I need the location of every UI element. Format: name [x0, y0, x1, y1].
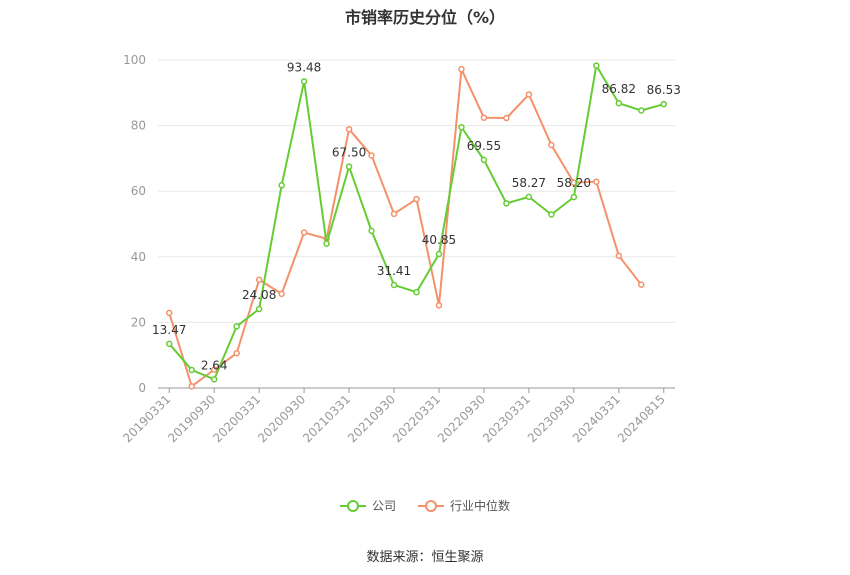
data-point-company [323, 240, 330, 247]
y-tick-label: 20 [131, 315, 146, 329]
data-point-industry [638, 281, 645, 288]
legend-label-industry: 行业中位数 [450, 499, 511, 513]
data-label: 67.50 [332, 146, 366, 160]
legend-swatch-company [339, 499, 366, 513]
data-point-industry [165, 309, 173, 317]
data-point-company [435, 250, 443, 258]
data-label: 86.53 [647, 83, 681, 97]
data-point-company [525, 193, 533, 201]
data-point-company [345, 163, 353, 170]
y-tick-label: 100 [123, 53, 146, 67]
x-tick-label: 20220331 [390, 392, 443, 445]
chart-title: 市销率历史分位（%） [344, 8, 506, 27]
y-tick-label: 80 [131, 119, 146, 133]
legend-swatch-industry [418, 499, 444, 513]
data-point-company [165, 340, 173, 348]
x-tick-label: 20240331 [570, 392, 623, 445]
data-label: 69.55 [467, 139, 501, 153]
data-label: 40.85 [422, 233, 456, 247]
x-tick-label: 20200930 [255, 392, 308, 445]
x-tick-label: 20210331 [300, 392, 353, 445]
data-point-industry [188, 383, 195, 390]
data-point-industry [593, 178, 600, 185]
data-label: 13.47 [152, 323, 186, 337]
data-point-company [413, 288, 420, 296]
data-point-industry [480, 114, 488, 121]
x-tick-label: 20230331 [480, 392, 533, 445]
x-tick-label: 20220930 [435, 392, 488, 445]
x-tick-label: 20240815 [615, 392, 668, 445]
legend-label-company: 公司 [371, 499, 396, 513]
data-point-company [300, 78, 308, 85]
legend-item-company[interactable]: 公司 [339, 497, 396, 514]
data-source: 数据来源：恒生聚源 [366, 550, 484, 565]
data-point-industry [525, 91, 533, 98]
data-point-company [503, 200, 510, 207]
data-point-industry [255, 276, 263, 284]
data-label: 93.48 [287, 60, 321, 74]
data-label: 31.41 [377, 264, 411, 278]
data-point-industry [233, 349, 240, 357]
data-point-company [188, 366, 195, 374]
data-point-company [458, 123, 465, 131]
data-point-company [368, 227, 375, 235]
x-tick-label: 20230930 [525, 392, 578, 445]
data-point-industry [345, 125, 353, 133]
data-point-industry [615, 252, 623, 260]
legend-item-industry[interactable]: 行业中位数 [418, 497, 510, 514]
x-tick-label: 20190331 [120, 392, 173, 445]
data-point-company [593, 62, 600, 69]
data-point-industry [278, 290, 285, 298]
data-point-company [660, 100, 668, 108]
data-label: 24.08 [242, 288, 276, 302]
data-label: 58.20 [557, 176, 591, 190]
x-tick-label: 20210930 [345, 392, 398, 445]
data-point-company [210, 376, 218, 383]
data-point-company [278, 182, 285, 189]
y-tick-label: 0 [138, 381, 146, 395]
data-point-industry [368, 152, 375, 159]
data-label: 86.82 [602, 82, 636, 96]
data-point-industry [435, 302, 443, 309]
y-tick-label: 40 [131, 250, 146, 264]
data-point-industry [210, 366, 218, 373]
x-tick-label: 20190930 [165, 392, 218, 445]
data-point-industry [413, 195, 420, 203]
legend: 公司 行业中位数 [0, 497, 850, 514]
data-point-industry [458, 65, 465, 73]
data-point-company [570, 193, 578, 201]
data-point-industry [548, 141, 555, 149]
data-point-company [638, 107, 645, 114]
data-label: 2.64 [201, 358, 228, 372]
data-point-company [548, 211, 555, 218]
y-tick-label: 60 [131, 184, 146, 198]
series-line-industry [168, 68, 643, 388]
data-point-company [255, 305, 263, 313]
data-point-industry [300, 229, 308, 236]
data-point-industry [390, 210, 398, 218]
x-tick-label: 20200331 [210, 392, 263, 445]
data-point-company [480, 156, 488, 164]
data-point-industry [503, 114, 510, 122]
data-point-company [390, 281, 398, 289]
data-label: 58.27 [512, 176, 546, 190]
data-point-company [233, 323, 240, 330]
data-point-company [615, 99, 623, 107]
